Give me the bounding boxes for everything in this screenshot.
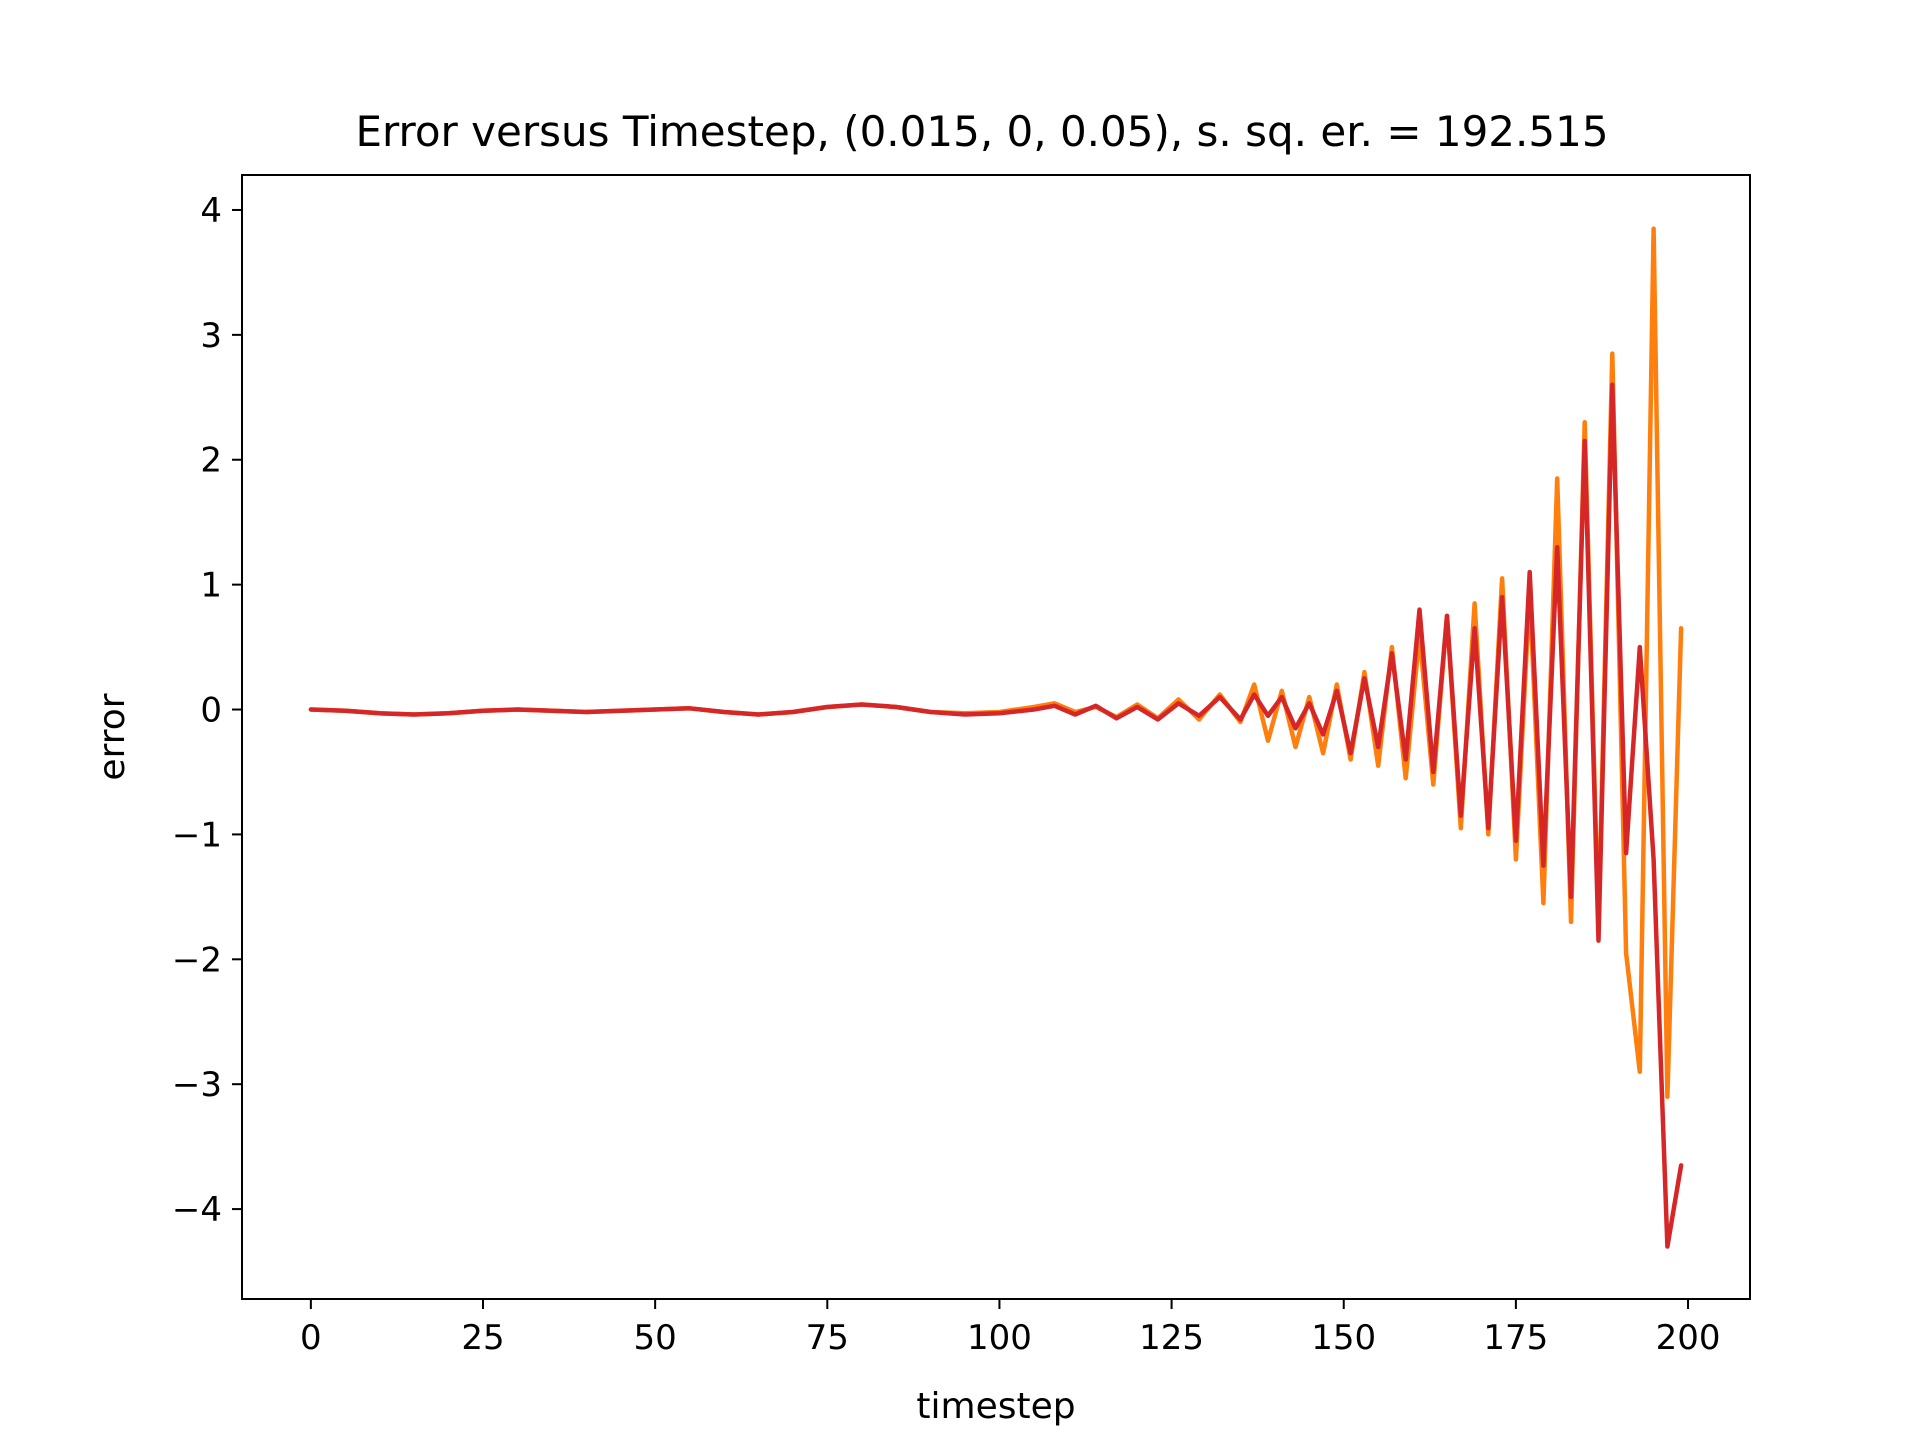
series-layer [308, 226, 1684, 1249]
y-tick-label: −1 [172, 815, 222, 855]
y-tick-label: −3 [172, 1065, 222, 1105]
x-tick-label: 150 [1311, 1318, 1376, 1358]
y-tick-label: 0 [200, 691, 222, 731]
x-tick-label: 175 [1483, 1318, 1548, 1358]
x-tick-label: 100 [967, 1318, 1032, 1358]
y-axis-label: error [92, 693, 133, 780]
y-axis: 4 3 2 1 0 −1 −2 −3 −4 [172, 191, 242, 1230]
y-tick-label: 1 [200, 566, 222, 606]
x-tick-label: 200 [1656, 1318, 1721, 1358]
x-tick-label: 25 [461, 1318, 504, 1358]
plot-frame [241, 174, 1751, 1300]
chart-title: Error versus Timestep, (0.015, 0, 0.05),… [355, 107, 1608, 156]
series-line-1 [308, 382, 1684, 1249]
y-tick-label: 3 [200, 316, 222, 356]
x-tick-label: 75 [806, 1318, 849, 1358]
y-tick-label: −4 [172, 1190, 222, 1230]
x-axis: 0 25 50 75 100 125 150 175 200 [300, 1299, 1720, 1358]
x-tick-label: 50 [634, 1318, 677, 1358]
y-tick-label: 2 [200, 441, 222, 481]
x-axis-label: timestep [916, 1386, 1075, 1427]
x-tick-label: 125 [1139, 1318, 1204, 1358]
x-tick-label: 0 [300, 1318, 322, 1358]
y-tick-label: −2 [172, 940, 222, 980]
y-tick-label: 4 [200, 191, 222, 231]
